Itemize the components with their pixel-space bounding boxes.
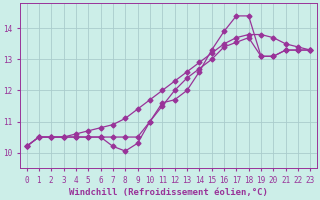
X-axis label: Windchill (Refroidissement éolien,°C): Windchill (Refroidissement éolien,°C) (69, 188, 268, 197)
